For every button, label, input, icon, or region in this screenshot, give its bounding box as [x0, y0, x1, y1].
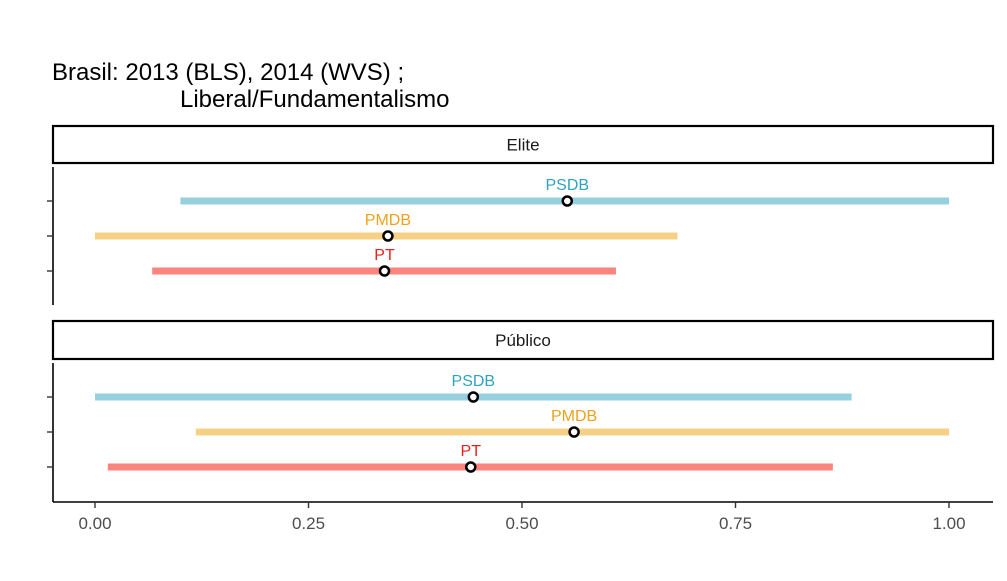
x-tick-label: 1.00	[932, 514, 965, 533]
party-label-pmdb: PMDB	[551, 408, 597, 425]
party-label-psdb: PSDB	[452, 373, 496, 390]
point-psdb	[467, 391, 480, 403]
panel-strip	[51, 319, 995, 361]
panel-strip-label: Público	[495, 331, 551, 350]
x-tick-label: 0.25	[292, 514, 325, 533]
point-pmdb	[568, 426, 580, 438]
x-axis: 0.00 0.25 0.50 0.75 1.00	[53, 501, 993, 533]
point-pt	[378, 265, 391, 277]
party-label-pt: PT	[374, 247, 395, 264]
x-tick-label: 0.75	[719, 514, 752, 533]
chart-title-line2: Liberal/Fundamentalismo	[180, 86, 449, 113]
panel-strip	[51, 124, 995, 165]
panel-strip-label: Elite	[506, 136, 539, 155]
x-tick-label: 0.50	[505, 514, 538, 533]
party-label-pmdb: PMDB	[365, 212, 411, 229]
panel-elite: Elite PSDB PMDB PT	[47, 124, 995, 305]
panels: Elite PSDB PMDB PT Público PSDB PMDB PT	[47, 124, 995, 502]
panel-p-blico: Público PSDB PMDB PT	[47, 319, 995, 502]
party-label-pt: PT	[461, 443, 482, 460]
point-pmdb	[382, 230, 394, 242]
point-psdb	[561, 195, 574, 207]
chart-title-line1: Brasil: 2013 (BLS), 2014 (WVS) ;	[52, 59, 404, 86]
x-tick-label: 0.00	[78, 514, 111, 533]
party-label-psdb: PSDB	[545, 177, 589, 194]
point-pt	[465, 461, 477, 473]
